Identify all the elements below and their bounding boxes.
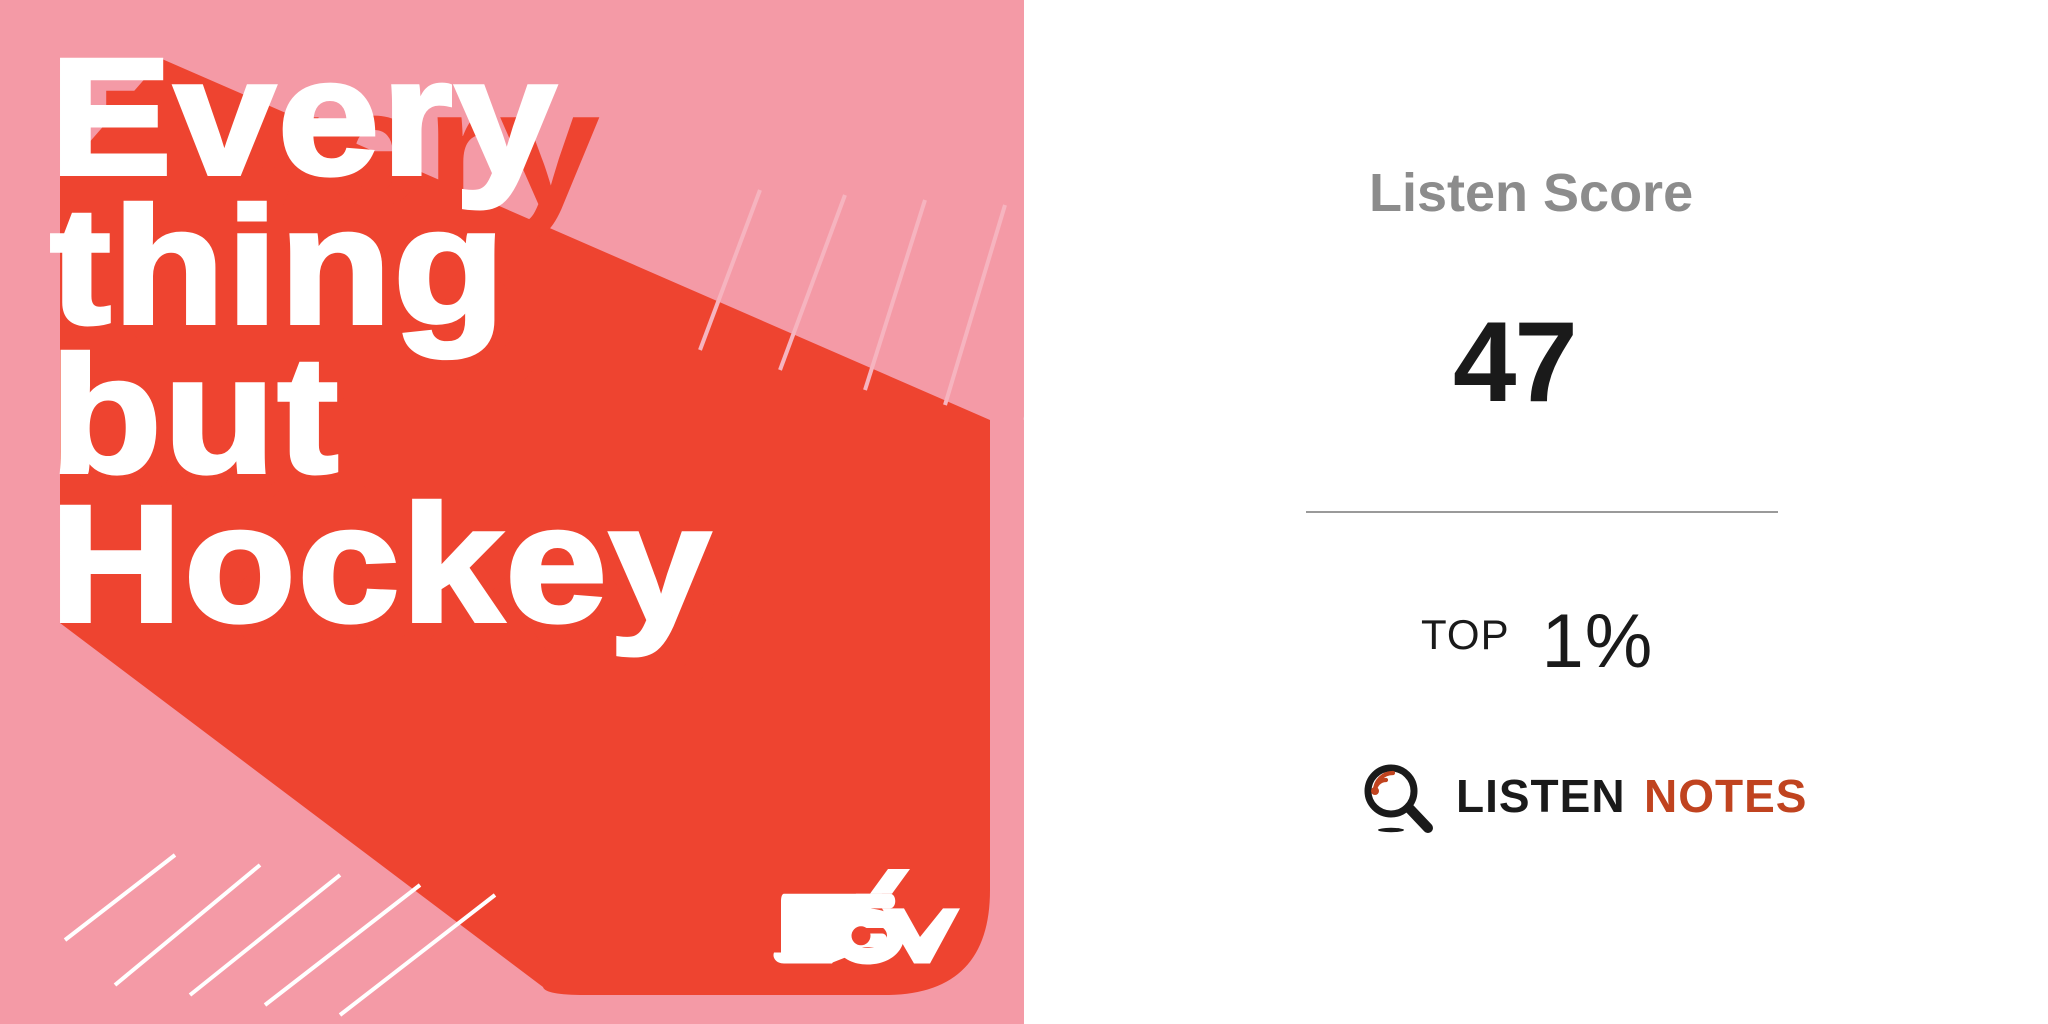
svg-text:LISTEN: LISTEN [1456,770,1626,822]
svg-text:NOTES: NOTES [1644,770,1807,822]
